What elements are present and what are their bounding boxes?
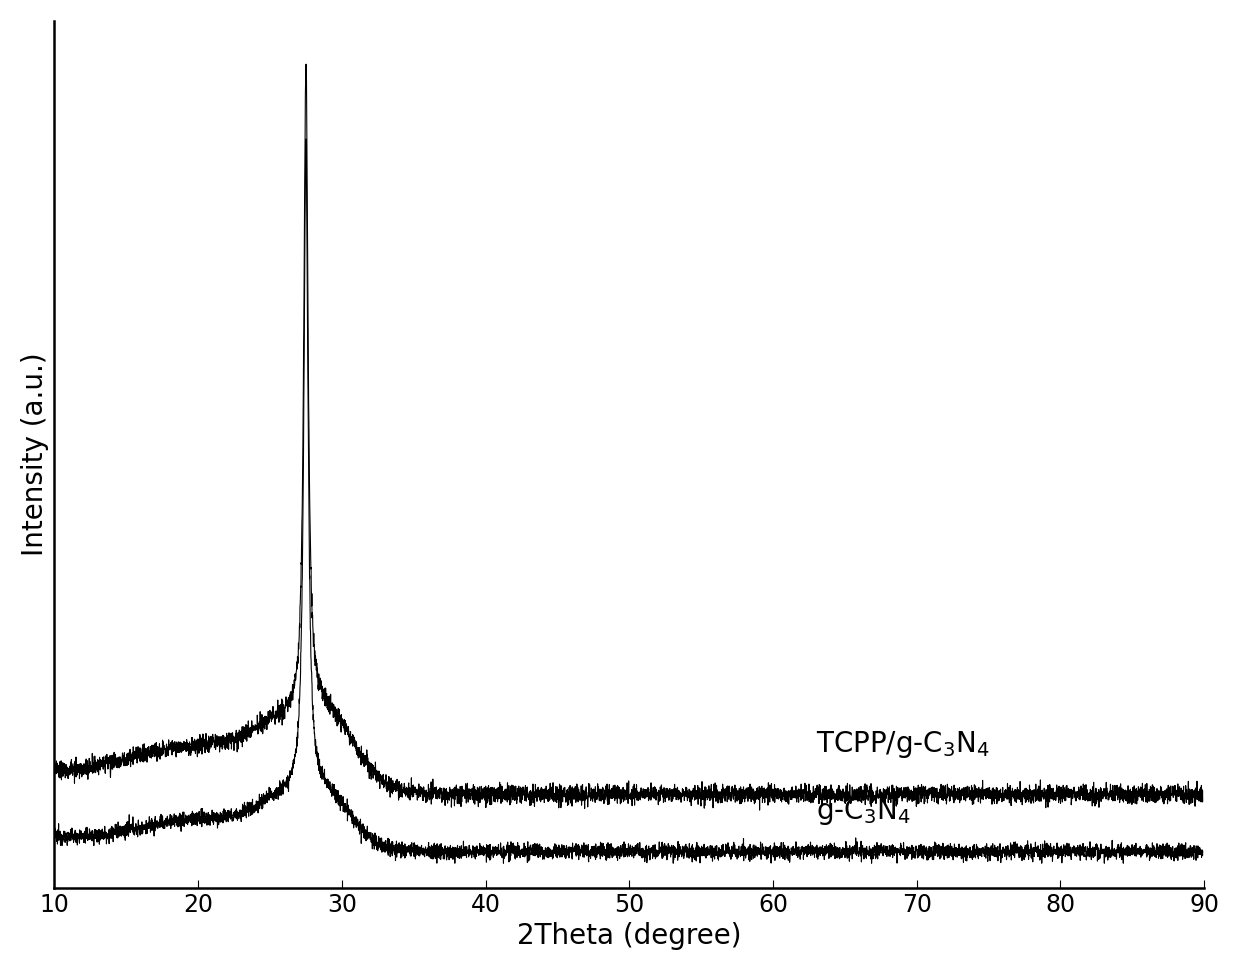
Text: g-C$_3$N$_4$: g-C$_3$N$_4$ [816,796,911,827]
X-axis label: 2Theta (degree): 2Theta (degree) [517,922,742,951]
Y-axis label: Intensity (a.u.): Intensity (a.u.) [21,352,48,556]
Text: TCPP/g-C$_3$N$_4$: TCPP/g-C$_3$N$_4$ [816,729,991,759]
